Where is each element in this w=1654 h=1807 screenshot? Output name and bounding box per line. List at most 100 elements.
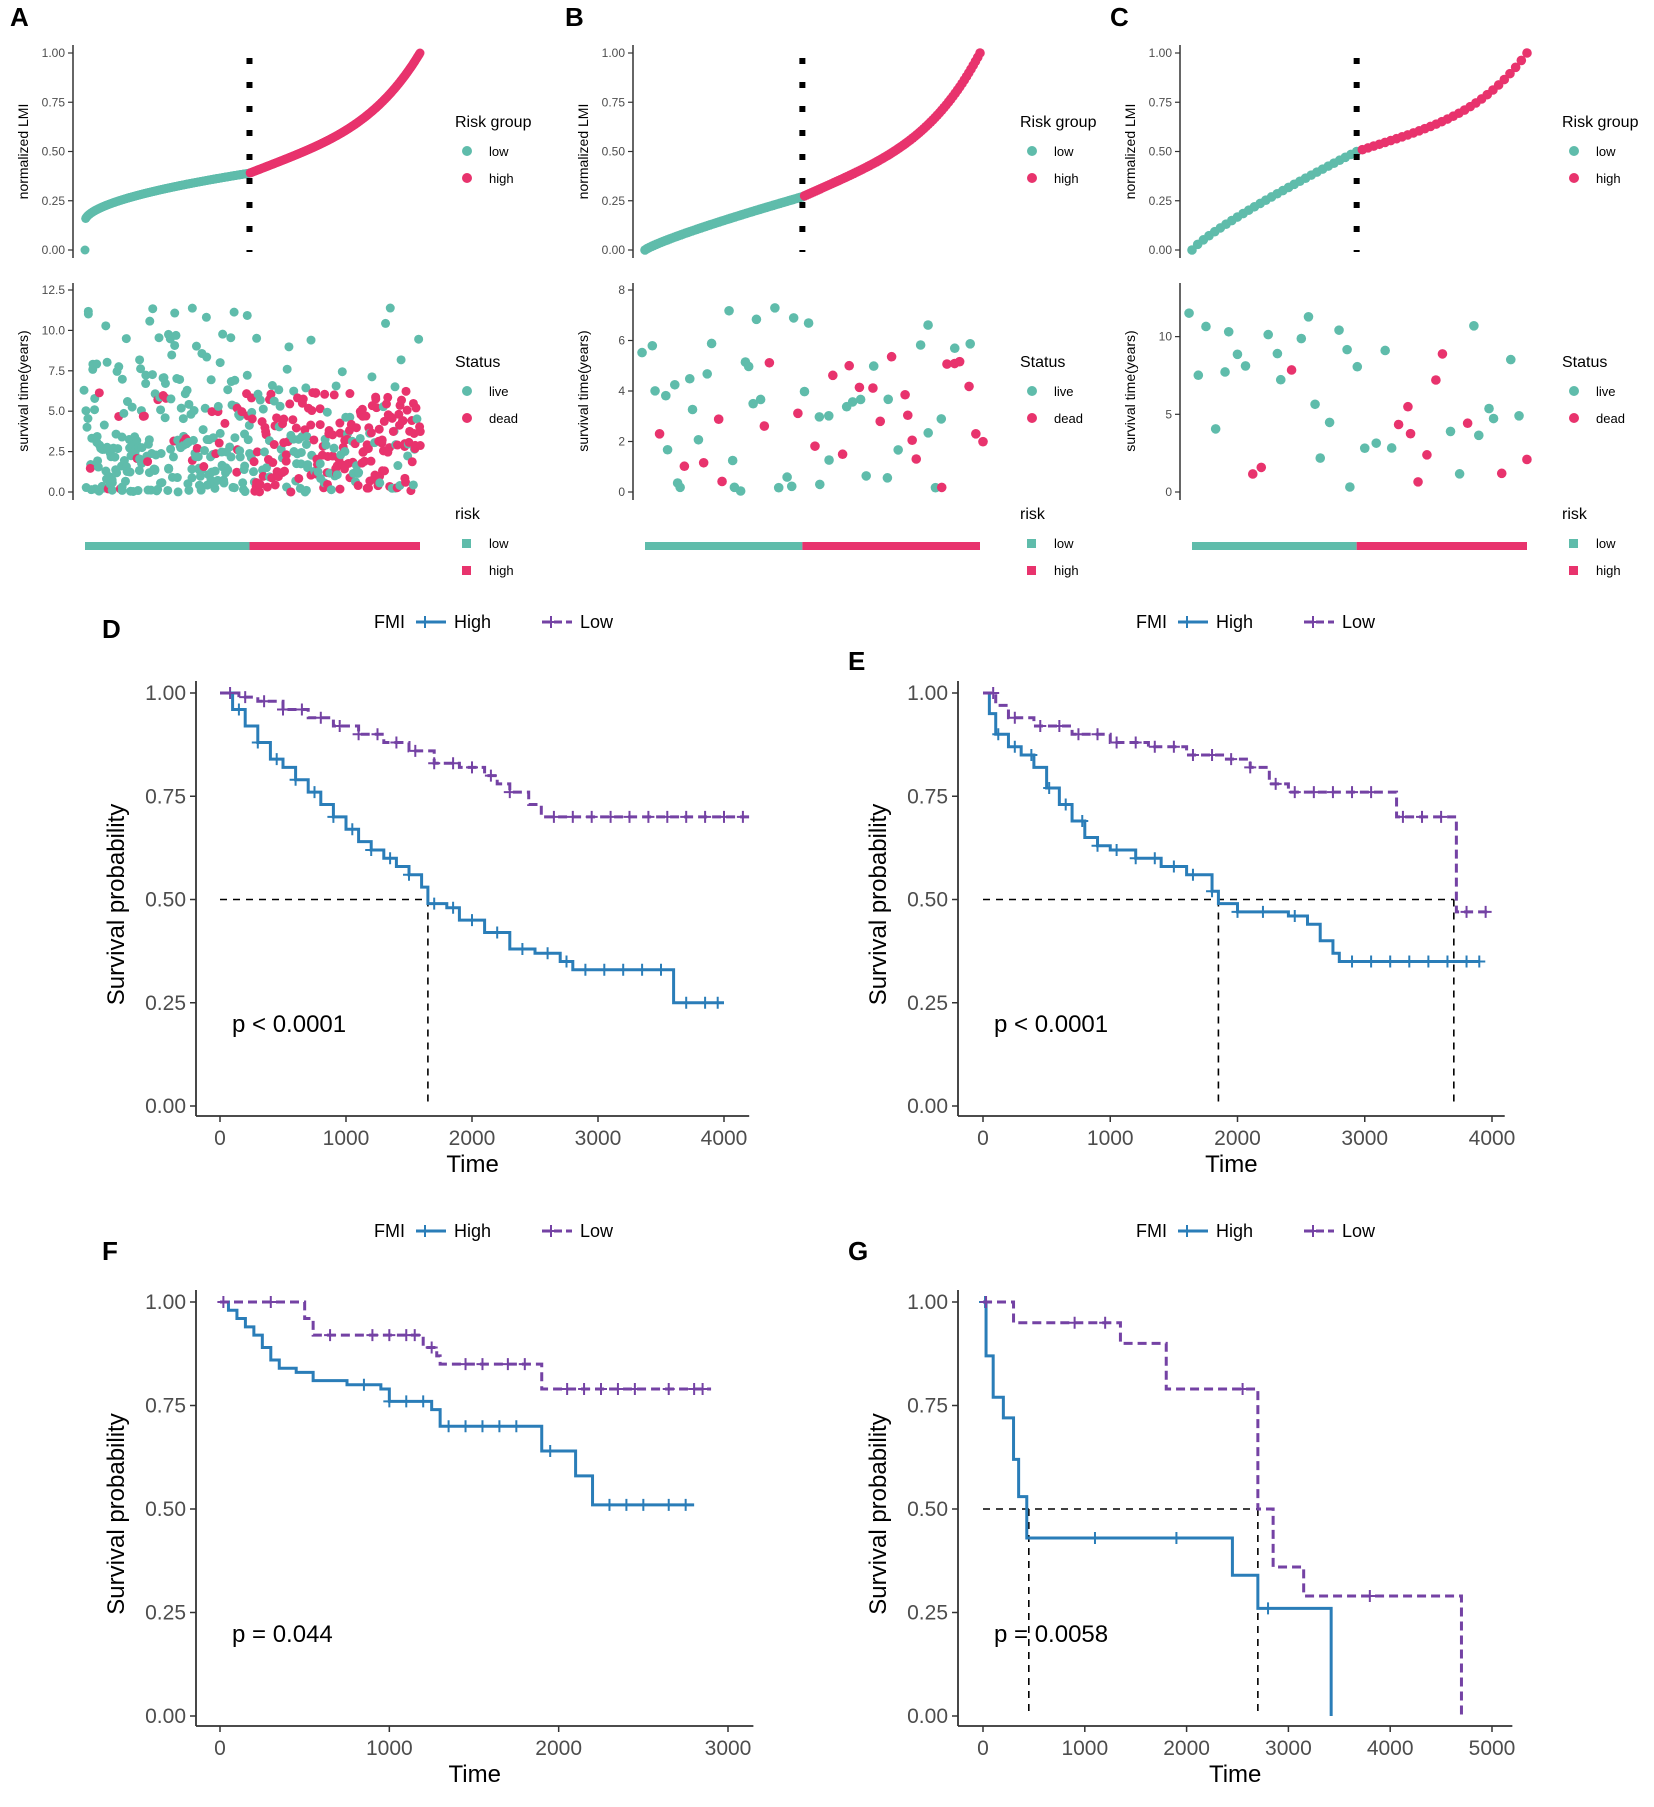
censor-mark [327,810,340,823]
status-point-live [219,478,229,488]
status-point-live [315,459,325,469]
status-point-dead [309,435,319,445]
status-point-live [215,428,225,438]
status-point-dead [329,390,339,400]
status-point-live [949,343,960,354]
status-point-live [1201,321,1211,332]
status-point-live [223,385,233,395]
status-point-live [782,472,792,482]
y-tick-label: 12.5 [42,283,66,297]
status-point-dead [387,413,397,423]
y-tick-label: 0.25 [145,1602,186,1625]
censor-mark [662,1382,675,1395]
status-point-live [145,316,155,326]
status-point-live [170,308,180,318]
status-point-dead [315,404,325,414]
status-point-live [102,357,112,367]
censor-mark [1043,781,1056,794]
status-point-dead [397,416,407,426]
status-point-dead [844,360,854,371]
censor-mark [655,963,667,976]
legend-title: Status [1562,354,1607,371]
status-point-dead [377,435,387,445]
censor-mark [547,810,560,823]
status-point-live [188,435,198,445]
status-point-dead [279,414,289,424]
censor-mark [1167,860,1180,873]
censor-mark [566,810,579,823]
status-point-dead [255,487,265,497]
status-point-dead [268,458,278,468]
status-point-live [208,433,218,443]
status-point-live [748,398,758,409]
y-tick-label: 0 [618,485,625,499]
y-axis-title: survival time(years) [575,330,591,451]
legend-key-dead [1027,413,1037,423]
status-point-live [175,374,185,384]
censor-mark [642,810,655,823]
x-tick-label: 2000 [1163,1737,1210,1760]
censor-mark [1034,720,1047,733]
status-point-dead [366,428,376,438]
status-point-live [1342,344,1352,355]
legend-censor-mark [419,1225,431,1237]
legend-title: Risk group [455,114,532,131]
status-point-live [83,309,93,319]
x-tick-label: 3000 [1265,1737,1312,1760]
censor-mark [1186,748,1199,761]
status-point-live [381,318,391,328]
legend-key-low [462,146,472,156]
panel-F: F 0.00 0.25 0.50 0.75 1.00 0 1000 2000 3000 Time Su… [102,1221,754,1788]
legend-label: Low [580,612,614,632]
status-point-live [773,482,784,493]
status-point-live [847,397,858,407]
status-point-live [215,358,225,368]
status-point-live [702,369,713,379]
status-point-live [240,487,250,497]
censor-mark [1416,810,1429,823]
status-point-live [855,394,866,405]
status-point-live [82,422,92,432]
y-tick-label: 0.00 [1149,243,1173,257]
panel-label: G [848,1236,868,1266]
status-point-live [117,374,127,384]
status-point-live [259,447,269,457]
censor-mark [1441,955,1454,968]
x-tick-label: 4000 [701,1127,748,1150]
status-point-live [135,355,145,365]
censor-mark [1346,955,1359,968]
censor-mark [661,810,674,823]
risk-plot: 0.00 0.25 0.50 0.75 1.00 normalized LMI [575,45,985,258]
status-point-dead [978,436,988,447]
status-point-dead [759,421,770,431]
censor-mark [611,1382,624,1395]
legend-label: Low [580,1221,614,1241]
status-point-live [110,452,120,462]
status-point-live [121,334,131,344]
y-axis-title: normalized LMI [575,104,591,200]
status-point-live [1352,361,1363,372]
y-tick-label: 0.50 [907,889,948,912]
censor-mark [352,728,365,741]
censor-mark [620,1498,633,1511]
legend-status: Status live dead [1562,354,1625,426]
status-point-dead [281,450,291,460]
y-axis-title: normalized LMI [15,104,31,200]
status-point-live [184,399,194,409]
status-point-live [113,444,123,454]
legend-censor-mark [1181,1225,1193,1237]
status-point-dead [717,476,727,487]
legend-censor-mark [545,616,557,628]
status-point-live [168,452,178,462]
legend-label: low [489,536,509,551]
legend-risk-group: Risk group low high [1562,114,1639,186]
status-point-dead [886,351,897,362]
censor-mark [1008,711,1021,724]
censor-mark [1473,955,1486,968]
status-plot: 0 5 10 survival time(years) [1122,283,1532,500]
status-point-live [83,413,93,423]
censor-mark [579,963,592,976]
censor-mark [447,901,460,914]
